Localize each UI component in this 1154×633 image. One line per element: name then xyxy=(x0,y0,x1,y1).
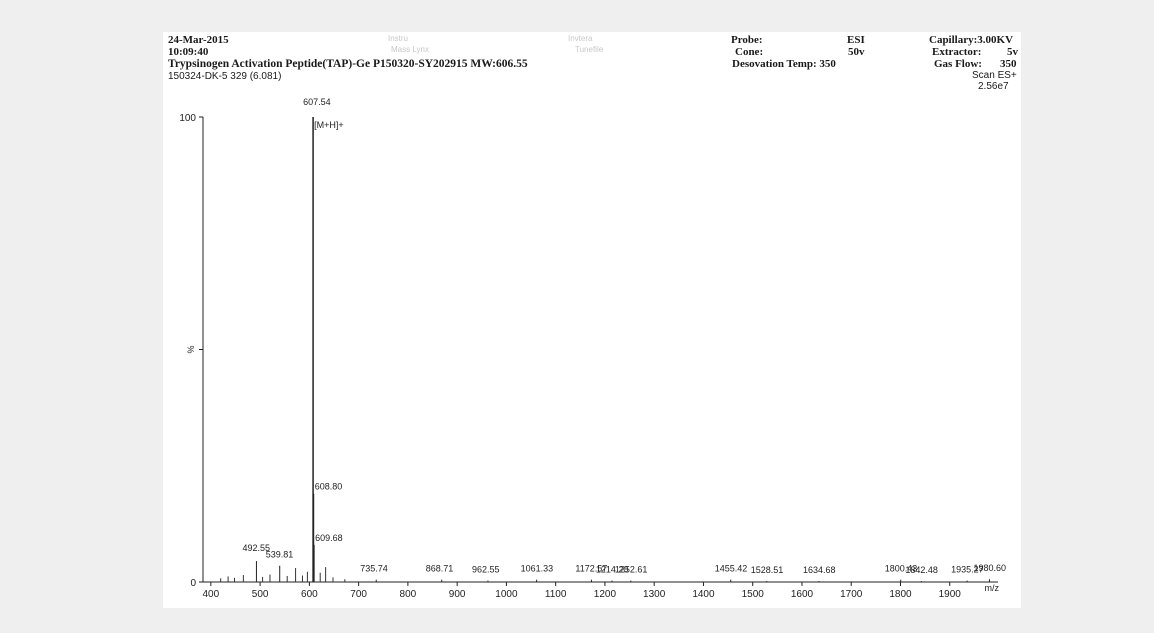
x-tick-label: 1400 xyxy=(692,589,715,600)
x-tick-label: 1500 xyxy=(742,589,765,600)
x-tick-label: 900 xyxy=(449,589,466,600)
x-tick-label: 400 xyxy=(203,589,220,600)
peak-label-539.81: 539.81 xyxy=(266,550,294,560)
acquisition-time: 10:09:40 xyxy=(168,46,209,58)
peak-label-609.68: 609.68 xyxy=(315,533,343,543)
peak-label-1455.42: 1455.42 xyxy=(715,564,748,574)
peak-label-1214.20: 1214.20 xyxy=(596,565,629,575)
peak-label-1800.43: 1800.43 xyxy=(885,564,918,574)
x-tick-label: 800 xyxy=(400,589,417,600)
x-tick-label: 1700 xyxy=(840,589,863,600)
peak-label-607.54: 607.54 xyxy=(303,97,331,107)
base-peak-annotation: [M+H]+ xyxy=(314,120,344,130)
y-axis-label: % xyxy=(186,345,196,353)
x-tick-label: 1100 xyxy=(545,589,567,600)
spectrum-printout: 24-Mar-2015 10:09:40 Trypsinogen Activat… xyxy=(163,32,1021,608)
sample-title: Trypsinogen Activation Peptide(TAP)-Ge P… xyxy=(168,58,528,70)
cone-label: Cone: xyxy=(735,46,764,58)
x-tick-label: 1000 xyxy=(495,589,518,600)
x-tick-label: 1200 xyxy=(594,589,617,600)
x-tick-label: 600 xyxy=(301,589,318,600)
peak-label-962.55: 962.55 xyxy=(472,565,500,575)
capillary-voltage: Capillary:3.00KV xyxy=(929,34,1014,46)
gas-flow-value: 350 xyxy=(1000,58,1017,70)
desolvation-temp: Desovation Temp: 350 xyxy=(732,58,836,70)
sample-id: 150324-DK-5 329 (6.081) xyxy=(168,71,282,82)
extractor-label: Extractor: xyxy=(932,46,982,58)
faint-label-mass-lynx: Mass Lynx xyxy=(391,45,429,54)
x-tick-label: 1300 xyxy=(643,589,666,600)
y-tick-label: 0 xyxy=(190,578,196,589)
y-tick-label: 100 xyxy=(179,113,196,124)
extractor-value: 5v xyxy=(1007,46,1018,58)
x-tick-label: 1900 xyxy=(939,589,962,600)
peak-label-608.80: 608.80 xyxy=(315,482,343,492)
peak-label-1172.57: 1172.57 xyxy=(575,564,607,574)
peak-label-1634.68: 1634.68 xyxy=(803,565,836,575)
x-tick-label: 500 xyxy=(252,589,269,600)
peak-label-1980.60: 1980.60 xyxy=(973,563,1006,573)
peak-label-1528.51: 1528.51 xyxy=(751,565,784,575)
mass-spectrum-chart: 0 100% 400 500 600 700 800 900 1000 1100 1200 1300 1… xyxy=(179,97,1006,600)
peak-label-492.55: 492.55 xyxy=(242,543,270,553)
faint-label-instrument: Instru xyxy=(388,34,409,43)
peak-label-868.71: 868.71 xyxy=(426,564,454,574)
gas-flow-label: Gas Flow: xyxy=(934,58,982,70)
probe-value: ESI xyxy=(847,34,865,46)
x-tick-label: 1800 xyxy=(889,589,912,600)
cone-value: 50v xyxy=(848,46,865,58)
probe-label: Probe: xyxy=(731,34,763,46)
x-axis-label: m/z xyxy=(985,583,1000,593)
scan-mode: Scan ES+ xyxy=(972,70,1017,81)
faint-label-tunefile: Tunefile xyxy=(575,45,604,54)
peak-label-1061.33: 1061.33 xyxy=(521,564,554,574)
peak-label-1842.48: 1842.48 xyxy=(905,565,938,575)
x-tick-label: 1600 xyxy=(791,589,814,600)
base-peak-intensity: 2.56e7 xyxy=(978,81,1009,92)
faint-label-invtera: Invtera xyxy=(568,34,593,43)
peak-label-1935.27: 1935.27 xyxy=(951,565,984,575)
peak-label-735.74: 735.74 xyxy=(360,564,388,574)
x-tick-label: 700 xyxy=(350,589,367,600)
peak-label-1252.61: 1252.61 xyxy=(615,565,648,575)
acquisition-date: 24-Mar-2015 xyxy=(168,34,229,46)
